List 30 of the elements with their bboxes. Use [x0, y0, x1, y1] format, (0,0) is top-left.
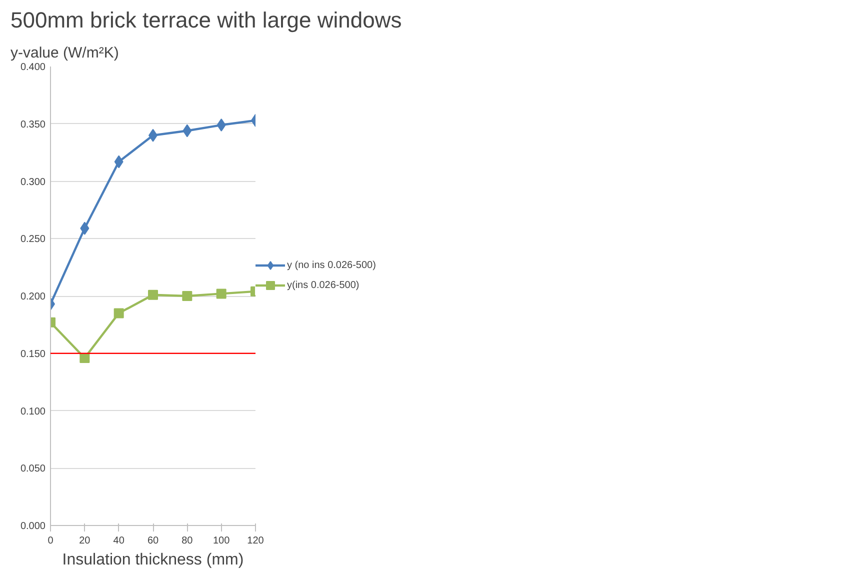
x-tick-label: 0	[48, 536, 54, 546]
y-axis-title: y-value (W/m²K)	[10, 44, 119, 62]
x-tick-label: 20	[79, 536, 91, 546]
y-tick-label: 0.300	[20, 176, 46, 188]
y-tick-label: 0.250	[20, 234, 46, 246]
x-tick-label: 40	[113, 536, 125, 546]
x-tick-label: 100	[212, 536, 230, 546]
legend-label: y(ins 0.026-500)	[287, 280, 360, 290]
y-tick-label: 0.350	[20, 119, 46, 130]
point	[216, 288, 226, 299]
legend-label: y (no ins 0.026-500)	[287, 260, 376, 270]
point	[114, 308, 124, 318]
point	[80, 222, 90, 235]
x-tick-label: 60	[147, 536, 159, 546]
y-tick-label: 0.150	[20, 348, 46, 360]
point	[182, 291, 192, 301]
chart-title: 500mm brick terrace with large windows	[10, 8, 402, 32]
x-tick-label: 80	[182, 536, 194, 546]
y-tick-label: 0.100	[20, 406, 46, 418]
point	[80, 352, 90, 363]
point	[148, 290, 158, 300]
y-tick-label: 0.400	[20, 62, 46, 73]
y-tick-label: 0.000	[20, 521, 46, 532]
x-tick-label: 120	[247, 536, 264, 546]
x-axis-title: Insulation thickness (mm)	[62, 552, 244, 568]
point	[114, 155, 124, 168]
y-tick-label: 0.200	[20, 292, 46, 302]
point	[182, 124, 192, 138]
point	[216, 118, 226, 132]
y-tick-label: 0.050	[20, 464, 46, 475]
